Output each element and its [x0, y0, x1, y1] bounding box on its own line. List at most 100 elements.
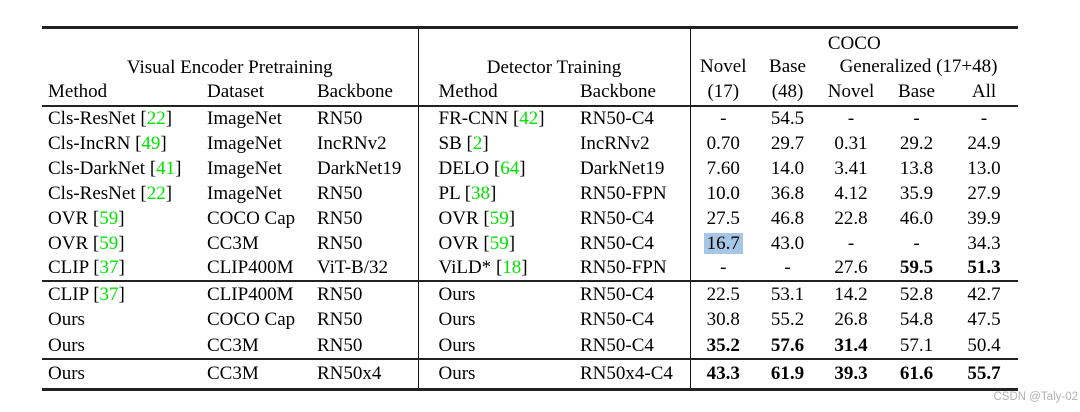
- cell-base48: 53.1: [756, 280, 820, 307]
- method-name: Ours: [48, 362, 85, 384]
- cell-dataset: ImageNet: [207, 182, 282, 204]
- method-name: DELO: [438, 157, 490, 179]
- citation-number: 37: [99, 283, 119, 305]
- cell-gen-novel: 31.4: [834, 334, 868, 356]
- method-name: FR-CNN: [438, 108, 509, 129]
- header-group-visual-encoder: Visual Encoder Pretraining: [42, 27, 419, 79]
- cell-ve-method: Ours []: [42, 358, 207, 389]
- cell-gen-all: 13.0: [967, 157, 1001, 179]
- cell-novel17: 10.0: [706, 182, 740, 204]
- cell-det-method: FR-CNN [42]: [418, 106, 580, 131]
- method-name: PL: [438, 182, 460, 204]
- cell-gen-novel: 3.41: [834, 157, 868, 179]
- method-name: Ours: [438, 283, 476, 305]
- cell-ve-backbone: RN50: [317, 231, 419, 256]
- method-name: CLIP: [48, 257, 89, 278]
- cell-det-method: PL [38]: [418, 181, 580, 206]
- cell-base48: -: [784, 257, 791, 278]
- citation-number: 41: [156, 157, 176, 179]
- selection-highlight: 16.7: [703, 232, 743, 254]
- col-header-gen-base: Base: [883, 79, 951, 107]
- header-group-coco: COCO: [827, 33, 881, 54]
- cell-novel17: 30.8: [706, 309, 740, 330]
- cell-det-method: Ours []: [418, 280, 580, 307]
- header-columns-row: Method Dataset Backbone Method Backbone …: [42, 79, 1019, 107]
- method-name: Ours: [48, 334, 85, 356]
- citation: [64]: [489, 157, 526, 179]
- cell-ve-backbone: RN50: [317, 333, 419, 359]
- cell-ve-method: Cls-DarkNet [41]: [42, 156, 207, 181]
- col-header-gen-all: All: [950, 79, 1019, 107]
- cell-dataset: COCO Cap: [207, 207, 296, 229]
- cell-gen-base: 52.8: [883, 280, 951, 307]
- cell-ve-method: Ours []: [42, 333, 207, 359]
- cell-det-method: OVR [59]: [418, 206, 580, 231]
- cell-base48: 57.6: [770, 334, 805, 356]
- cell-base48: 61.9: [756, 358, 820, 389]
- citation: [2]: [461, 132, 489, 154]
- cell-gen-all: 39.9: [967, 207, 1001, 229]
- col-header-novel17: (17): [690, 79, 757, 107]
- cell-dataset: ImageNet: [207, 108, 282, 129]
- cell-novel17: 27.5: [706, 207, 740, 229]
- method-name: Ours: [438, 334, 476, 356]
- cell-gen-novel: 27.6: [834, 257, 868, 278]
- cell-gen-all: -: [980, 108, 988, 129]
- citation-number: 59: [99, 232, 119, 254]
- citation: [59]: [88, 232, 125, 254]
- cell-dataset: CC3M: [207, 358, 317, 389]
- cell-gen-all: 51.3: [967, 257, 1001, 278]
- header-sub-novel: Novel: [700, 56, 747, 77]
- cell-dataset: CC3M: [207, 334, 259, 356]
- method-name: Ours: [438, 362, 476, 384]
- cell-gen-all: 42.7: [950, 280, 1019, 307]
- table-row: CLIP [37] CLIP400M ViT-B/32 ViLD* [18] R…: [42, 256, 1018, 281]
- watermark: CSDN @Taly-02: [993, 391, 1078, 403]
- citation-number: 37: [99, 257, 119, 278]
- method-name: Ours: [48, 309, 85, 330]
- header-sub-generalized: Generalized (17+48): [839, 56, 998, 77]
- col-header-det-method: Method: [418, 79, 580, 107]
- table-row: CLIP [37] CLIP400M RN50 Ours [] RN50-C4 …: [42, 280, 1019, 307]
- cell-gen-base: 46.0: [899, 207, 934, 229]
- citation-number: 59: [99, 207, 119, 229]
- citation-number: 42: [519, 108, 539, 129]
- cell-ve-method: Cls-IncRN [49]: [42, 131, 207, 156]
- cell-novel17: -: [720, 257, 727, 278]
- cell-ve-backbone: ViT-B/32: [317, 256, 419, 281]
- table-row: Cls-ResNet [22] ImageNet RN50 PL [38] RN…: [42, 181, 1018, 206]
- cell-det-method: SB [2]: [418, 131, 580, 156]
- cell-ve-backbone: RN50x4: [317, 358, 419, 389]
- cell-base48: 55.2: [770, 309, 805, 330]
- cell-novel17: 0.70: [706, 132, 740, 154]
- table-body: Cls-ResNet [22] ImageNet RN50 FR-CNN [42…: [42, 106, 1019, 389]
- cell-gen-all: 34.3: [967, 232, 1001, 254]
- citation-number: 64: [500, 157, 520, 179]
- results-table: Visual Encoder Pretraining Detector Trai…: [42, 26, 1019, 391]
- table-row: Ours [] COCO Cap RN50 Ours [] RN50-C4 30…: [42, 307, 1018, 333]
- citation: [42]: [508, 108, 545, 129]
- cell-det-backbone: RN50-C4: [580, 333, 691, 359]
- citation-number: 2: [472, 132, 483, 154]
- citation-number: 38: [471, 182, 491, 204]
- method-name: OVR: [48, 207, 89, 229]
- cell-det-method: Ours []: [418, 333, 580, 359]
- cell-dataset: CLIP400M: [207, 257, 294, 278]
- method-name: Ours: [438, 309, 476, 330]
- citation-number: 22: [146, 182, 166, 204]
- cell-gen-base: 29.2: [899, 132, 934, 154]
- cell-gen-all: 24.9: [967, 132, 1001, 154]
- cell-ve-method: CLIP [37]: [42, 256, 207, 281]
- citation: [59]: [478, 232, 516, 254]
- cell-dataset: COCO Cap: [207, 309, 296, 330]
- cell-gen-base: 54.8: [899, 309, 934, 330]
- table-header: Visual Encoder Pretraining Detector Trai…: [42, 27, 1019, 107]
- col-header-base48: (48): [756, 79, 820, 107]
- cell-ve-backbone: RN50: [317, 181, 419, 206]
- col-header-ve-backbone: Backbone: [317, 79, 419, 107]
- cell-ve-method: CLIP [37]: [42, 280, 207, 307]
- citation: [37]: [88, 283, 125, 305]
- cell-ve-method: Cls-ResNet [22]: [42, 106, 207, 131]
- col-header-det-backbone: Backbone: [580, 79, 691, 107]
- cell-base48: 14.0: [770, 157, 805, 179]
